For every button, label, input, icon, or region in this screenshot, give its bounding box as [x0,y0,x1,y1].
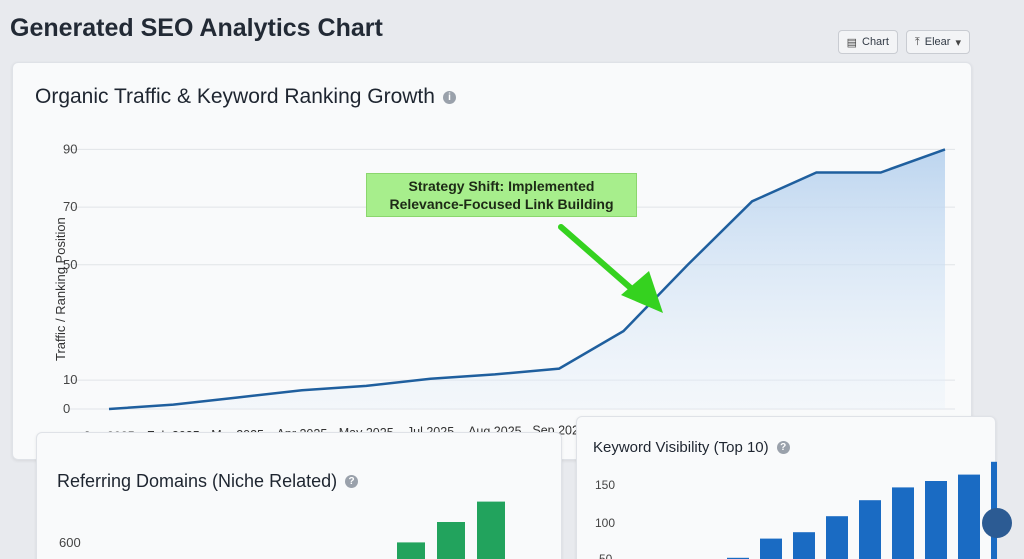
bar [859,500,881,559]
y-tick-label: 10 [63,372,77,387]
page-title: Generated SEO Analytics Chart [10,14,383,42]
export-button-label: Elear [924,36,951,48]
bar [826,516,848,559]
referring-domains-card: Referring Domains (Niche Related) ? 600 [36,432,562,559]
annotation-arrow [558,224,663,313]
y-tick-label: 50 [63,257,77,272]
bar [925,481,947,559]
keyword-visibility-card: Keyword Visibility (Top 10) ? 150 100 50 [576,416,997,559]
chart-icon: ▤ [846,36,857,49]
toolbar: ▤ Chart ⤒ Elear ▾ [837,30,970,54]
bar [397,542,425,559]
chart-button-label: Chart [862,36,889,48]
chevron-down-icon: ▾ [955,36,961,49]
main-chart-title: Organic Traffic & Keyword Ranking Growth [35,85,435,108]
main-chart-title-row: Organic Traffic & Keyword Ranking Growth… [35,85,456,109]
y-tick-label: 0 [63,401,70,416]
strategy-annotation: Strategy Shift: Implemented Relevance-Fo… [366,173,637,217]
bar [892,487,914,559]
kv-tick-label: 100 [595,516,615,530]
keyword-visibility-title-row: Keyword Visibility (Top 10) ? [593,439,790,456]
info-icon[interactable]: i [442,90,456,104]
info-icon[interactable]: ? [776,441,790,454]
bar [437,522,465,559]
traffic-chart-card: Organic Traffic & Keyword Ranking Growth… [12,62,972,460]
traffic-line [108,148,946,411]
annotation-line-2: Relevance-Focused Link Building [389,196,614,212]
info-icon[interactable]: ? [345,475,359,488]
y-tick-label: 70 [63,199,77,214]
y-tick-label: 90 [63,141,77,156]
upload-icon: ⤒ [914,35,920,48]
traffic-area [109,149,945,409]
referring-domains-chart: 600 [59,501,505,559]
kv-tick-label: 50 [599,552,613,559]
y-axis-label: Traffic / Ranking Position [53,217,68,361]
kv-tick-label: 150 [595,478,615,492]
keyword-visibility-chart: 150 100 50 [595,461,997,559]
chat-icon[interactable] [982,508,1012,538]
referring-domains-title-row: Referring Domains (Niche Related) ? [57,471,359,492]
annotation-line-1: Strategy Shift: Implemented [408,178,595,194]
chart-button[interactable]: ▤ Chart [837,30,898,54]
rd-tick-label: 600 [59,535,81,550]
bar [793,532,815,559]
bar [760,538,782,559]
referring-domains-title: Referring Domains (Niche Related) [57,471,338,491]
export-button[interactable]: ⤒ Elear ▾ [905,30,970,54]
bar [477,501,505,559]
keyword-visibility-title: Keyword Visibility (Top 10) [593,439,769,456]
bar [727,557,749,559]
bar [958,474,980,559]
